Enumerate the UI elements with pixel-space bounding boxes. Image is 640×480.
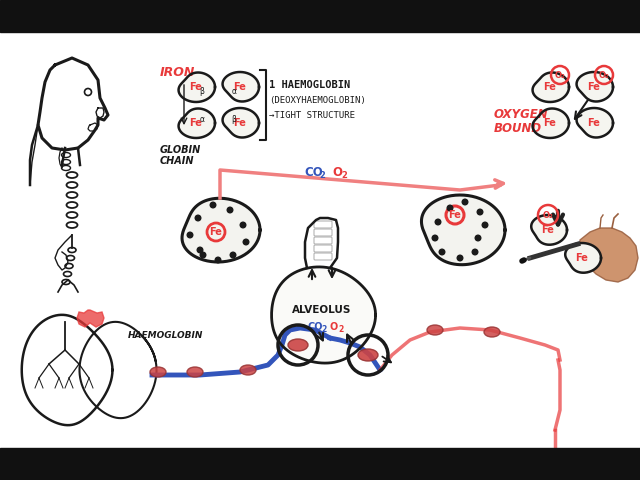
Polygon shape	[532, 108, 569, 138]
Bar	[0, 448, 640, 480]
Polygon shape	[422, 195, 505, 264]
Text: Fe: Fe	[588, 118, 600, 128]
Text: β: β	[232, 115, 236, 123]
Text: 2: 2	[319, 171, 325, 180]
Text: β: β	[200, 86, 204, 96]
Text: Fe: Fe	[588, 82, 600, 92]
Text: 2: 2	[321, 325, 326, 335]
Text: O₂: O₂	[555, 71, 565, 80]
Text: Fe: Fe	[543, 82, 556, 92]
Ellipse shape	[358, 349, 378, 361]
Text: CO: CO	[308, 322, 323, 332]
Circle shape	[210, 202, 216, 208]
Polygon shape	[223, 108, 259, 137]
Text: Fe: Fe	[189, 118, 202, 128]
Circle shape	[215, 257, 221, 263]
Text: α: α	[200, 115, 205, 123]
Text: Fe: Fe	[209, 227, 223, 237]
Text: HAEMOGLOBIN: HAEMOGLOBIN	[128, 331, 204, 339]
Circle shape	[227, 207, 233, 213]
Text: →TIGHT STRUCTURE: →TIGHT STRUCTURE	[269, 110, 355, 120]
Circle shape	[482, 222, 488, 228]
Polygon shape	[532, 72, 569, 102]
Text: Fe: Fe	[575, 253, 588, 263]
Ellipse shape	[427, 325, 443, 335]
Circle shape	[197, 247, 203, 253]
Bar	[0, 0, 640, 32]
Text: α: α	[232, 86, 237, 96]
Polygon shape	[182, 198, 260, 262]
Polygon shape	[179, 72, 215, 102]
Polygon shape	[271, 267, 376, 363]
Text: CHAIN: CHAIN	[160, 156, 195, 166]
Circle shape	[435, 219, 441, 225]
Text: BOUND: BOUND	[494, 121, 542, 134]
Text: O: O	[330, 322, 339, 332]
Ellipse shape	[288, 339, 308, 351]
Ellipse shape	[484, 327, 500, 337]
Text: 2: 2	[338, 325, 343, 335]
Polygon shape	[223, 72, 259, 101]
Text: Fe: Fe	[189, 82, 202, 92]
Text: 2: 2	[341, 171, 347, 180]
Polygon shape	[565, 243, 601, 273]
Text: IRON: IRON	[160, 65, 195, 79]
Circle shape	[475, 235, 481, 241]
Ellipse shape	[240, 365, 256, 375]
Circle shape	[432, 235, 438, 241]
Circle shape	[243, 239, 249, 245]
Text: Fe: Fe	[234, 82, 246, 92]
Circle shape	[472, 249, 478, 255]
Circle shape	[240, 222, 246, 228]
Text: ALVEOLUS: ALVEOLUS	[292, 305, 352, 315]
Text: O₂: O₂	[543, 211, 554, 219]
Text: 1 HAEMOGLOBIN: 1 HAEMOGLOBIN	[269, 80, 350, 90]
Circle shape	[187, 232, 193, 238]
Circle shape	[477, 209, 483, 215]
Text: Fe: Fe	[449, 210, 461, 220]
Polygon shape	[577, 72, 613, 101]
Circle shape	[462, 199, 468, 205]
Text: GLOBIN: GLOBIN	[160, 145, 201, 155]
Circle shape	[195, 215, 201, 221]
Text: (DEOXYHAEMOGLOBIN): (DEOXYHAEMOGLOBIN)	[269, 96, 365, 105]
Text: O₂: O₂	[598, 71, 609, 80]
Circle shape	[447, 205, 453, 211]
Circle shape	[200, 252, 206, 258]
Polygon shape	[580, 228, 638, 282]
Polygon shape	[531, 215, 567, 245]
Polygon shape	[577, 108, 613, 137]
Text: CO: CO	[304, 167, 323, 180]
Text: OXYGEN: OXYGEN	[494, 108, 548, 121]
Polygon shape	[179, 108, 215, 138]
Circle shape	[439, 249, 445, 255]
Circle shape	[457, 255, 463, 261]
Text: Fe: Fe	[234, 118, 246, 128]
Ellipse shape	[150, 367, 166, 377]
Text: Fe: Fe	[543, 118, 556, 128]
Text: O: O	[332, 167, 342, 180]
Text: Fe: Fe	[541, 225, 554, 235]
Circle shape	[230, 252, 236, 258]
Ellipse shape	[187, 367, 203, 377]
Polygon shape	[77, 310, 104, 327]
